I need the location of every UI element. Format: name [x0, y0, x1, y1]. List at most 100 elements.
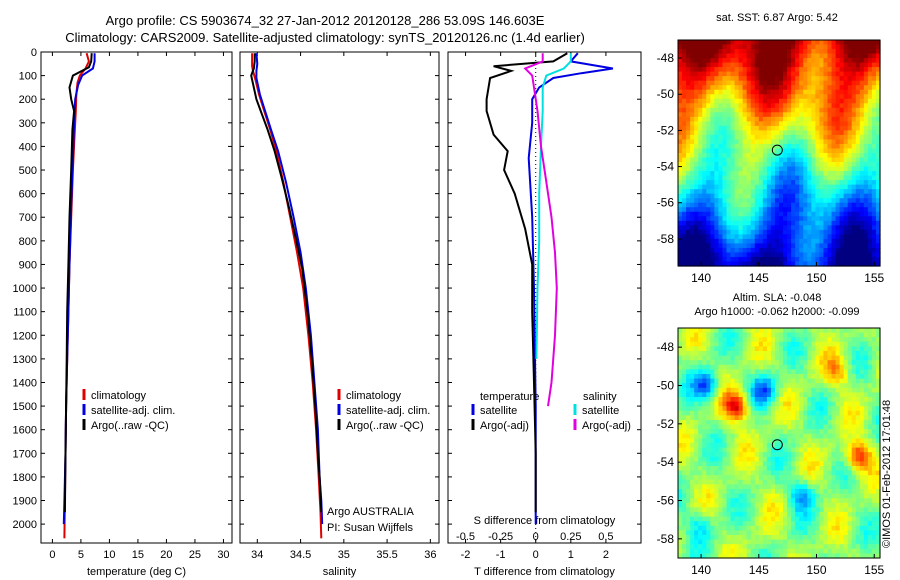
x-tick-label: 0	[49, 549, 55, 561]
legend-label: Argo(-adj)	[582, 420, 631, 432]
depth-tick-label: 0	[31, 47, 37, 59]
s-tick-label: -0.25	[488, 531, 513, 543]
depth-tick-label: 1900	[13, 496, 37, 508]
argo-location-marker	[771, 144, 783, 156]
series-line	[527, 52, 614, 525]
series-line	[535, 53, 572, 359]
imos-timestamp: ©IMOS 01-Feb-2012 17:01:48	[881, 400, 893, 548]
map-y-tick-label: -56	[657, 494, 675, 508]
x-tick-label: 34.5	[290, 549, 311, 561]
map-y-tick-label: -54	[657, 160, 675, 174]
map-y-tick-label: -50	[657, 87, 675, 101]
depth-tick-label: 1200	[13, 330, 37, 342]
depth-tick-label: 200	[19, 94, 37, 106]
map-x-tick-label: 140	[691, 271, 711, 285]
depth-tick-label: 300	[19, 118, 37, 130]
map-y-tick-label: -54	[657, 455, 675, 469]
depth-tick-label: 1700	[13, 448, 37, 460]
depth-tick-label: 600	[19, 189, 37, 201]
legend-label: satellite-adj. clim.	[346, 405, 430, 417]
argo-location-marker	[771, 439, 783, 451]
depth-tick-label: 1500	[13, 401, 37, 413]
depth-tick-label: 1000	[13, 283, 37, 295]
sla-map-title-2: Argo h1000: -0.062 h2000: -0.099	[694, 306, 860, 318]
series-line	[250, 53, 323, 513]
map-frame	[677, 327, 881, 559]
x-tick-label: 25	[189, 549, 201, 561]
depth-tick-label: 2000	[13, 519, 37, 531]
x-tick-label: 2	[603, 549, 609, 561]
annotation-line: PI: Susan Wijffels	[327, 522, 413, 534]
legend-label: satellite	[480, 405, 517, 417]
map-x-tick-label: 140	[691, 563, 711, 577]
legend-label: climatology	[91, 390, 147, 402]
x-tick-label: -1	[496, 549, 506, 561]
s-tick-label: -0.5	[456, 531, 475, 543]
legend-label: satellite-adj. clim.	[91, 405, 175, 417]
sst_map	[678, 40, 881, 267]
x-axis-label: T difference from climatology	[474, 566, 615, 578]
legend-title: salinity	[583, 391, 617, 403]
annotation-line: Argo AUSTRALIA	[327, 506, 414, 518]
map-y-tick-label: -52	[657, 123, 675, 137]
x-tick-label: -2	[461, 549, 471, 561]
difference-frame	[447, 51, 642, 544]
sst-map-title: sat. SST: 6.87 Argo: 5.42	[716, 12, 838, 24]
x-tick-label: 36	[424, 549, 436, 561]
x-tick-label: 34	[251, 549, 263, 561]
legend-label: Argo(..raw -QC)	[346, 420, 424, 432]
chart-title-line2: Climatology: CARS2009. Satellite-adjuste…	[65, 30, 585, 45]
x-tick-label: 15	[132, 549, 144, 561]
x-tick-label: 35.5	[376, 549, 397, 561]
map-x-tick-label: 150	[806, 271, 826, 285]
map-y-tick-label: -56	[657, 196, 675, 210]
map-y-tick-label: -48	[657, 51, 675, 65]
x-tick-label: 10	[103, 549, 115, 561]
depth-tick-label: 900	[19, 259, 37, 271]
sla_map	[678, 328, 881, 559]
x-tick-label: 1	[568, 549, 574, 561]
series-line	[255, 53, 324, 525]
sla-map-title-1: Altim. SLA: -0.048	[732, 292, 822, 304]
map-frame	[677, 39, 881, 267]
x-axis-label: temperature (deg C)	[87, 566, 186, 578]
depth-tick-label: 1600	[13, 425, 37, 437]
s-tick-label: 0.5	[598, 531, 613, 543]
series-line	[63, 53, 93, 513]
map-y-tick-label: -50	[657, 379, 675, 393]
x-tick-label: 0	[533, 549, 539, 561]
depth-tick-label: 400	[19, 141, 37, 153]
map-x-tick-label: 145	[749, 271, 769, 285]
depth-tick-label: 1400	[13, 377, 37, 389]
x-tick-label: 20	[160, 549, 172, 561]
legend-label: Argo(..raw -QC)	[91, 420, 169, 432]
x-tick-label: 5	[78, 549, 84, 561]
map-y-tick-label: -58	[657, 532, 675, 546]
series-line	[485, 52, 568, 513]
map-x-tick-label: 145	[749, 563, 769, 577]
depth-tick-label: 500	[19, 165, 37, 177]
chart-title-line1: Argo profile: CS 5903674_32 27-Jan-2012 …	[105, 13, 545, 28]
map-x-tick-label: 155	[864, 563, 884, 577]
x-tick-label: 30	[217, 549, 229, 561]
legend-label: Argo(-adj)	[480, 420, 529, 432]
legend-title: temperature	[480, 391, 539, 403]
map-y-tick-label: -52	[657, 417, 675, 431]
depth-tick-label: 100	[19, 71, 37, 83]
legend-label: satellite	[582, 405, 619, 417]
depth-tick-label: 1100	[13, 307, 37, 319]
map-y-tick-label: -48	[657, 340, 675, 354]
map-x-tick-label: 150	[806, 563, 826, 577]
x-axis-label: salinity	[323, 566, 357, 578]
legend-label: climatology	[346, 390, 402, 402]
x-tick-label: 35	[338, 549, 350, 561]
depth-tick-label: 700	[19, 212, 37, 224]
depth-tick-label: 1800	[13, 472, 37, 484]
series-line	[523, 53, 558, 407]
depth-tick-label: 800	[19, 236, 37, 248]
map-x-tick-label: 155	[864, 271, 884, 285]
map-y-tick-label: -58	[657, 232, 675, 246]
s-tick-label: 0.25	[560, 531, 581, 543]
depth-tick-label: 1300	[13, 354, 37, 366]
